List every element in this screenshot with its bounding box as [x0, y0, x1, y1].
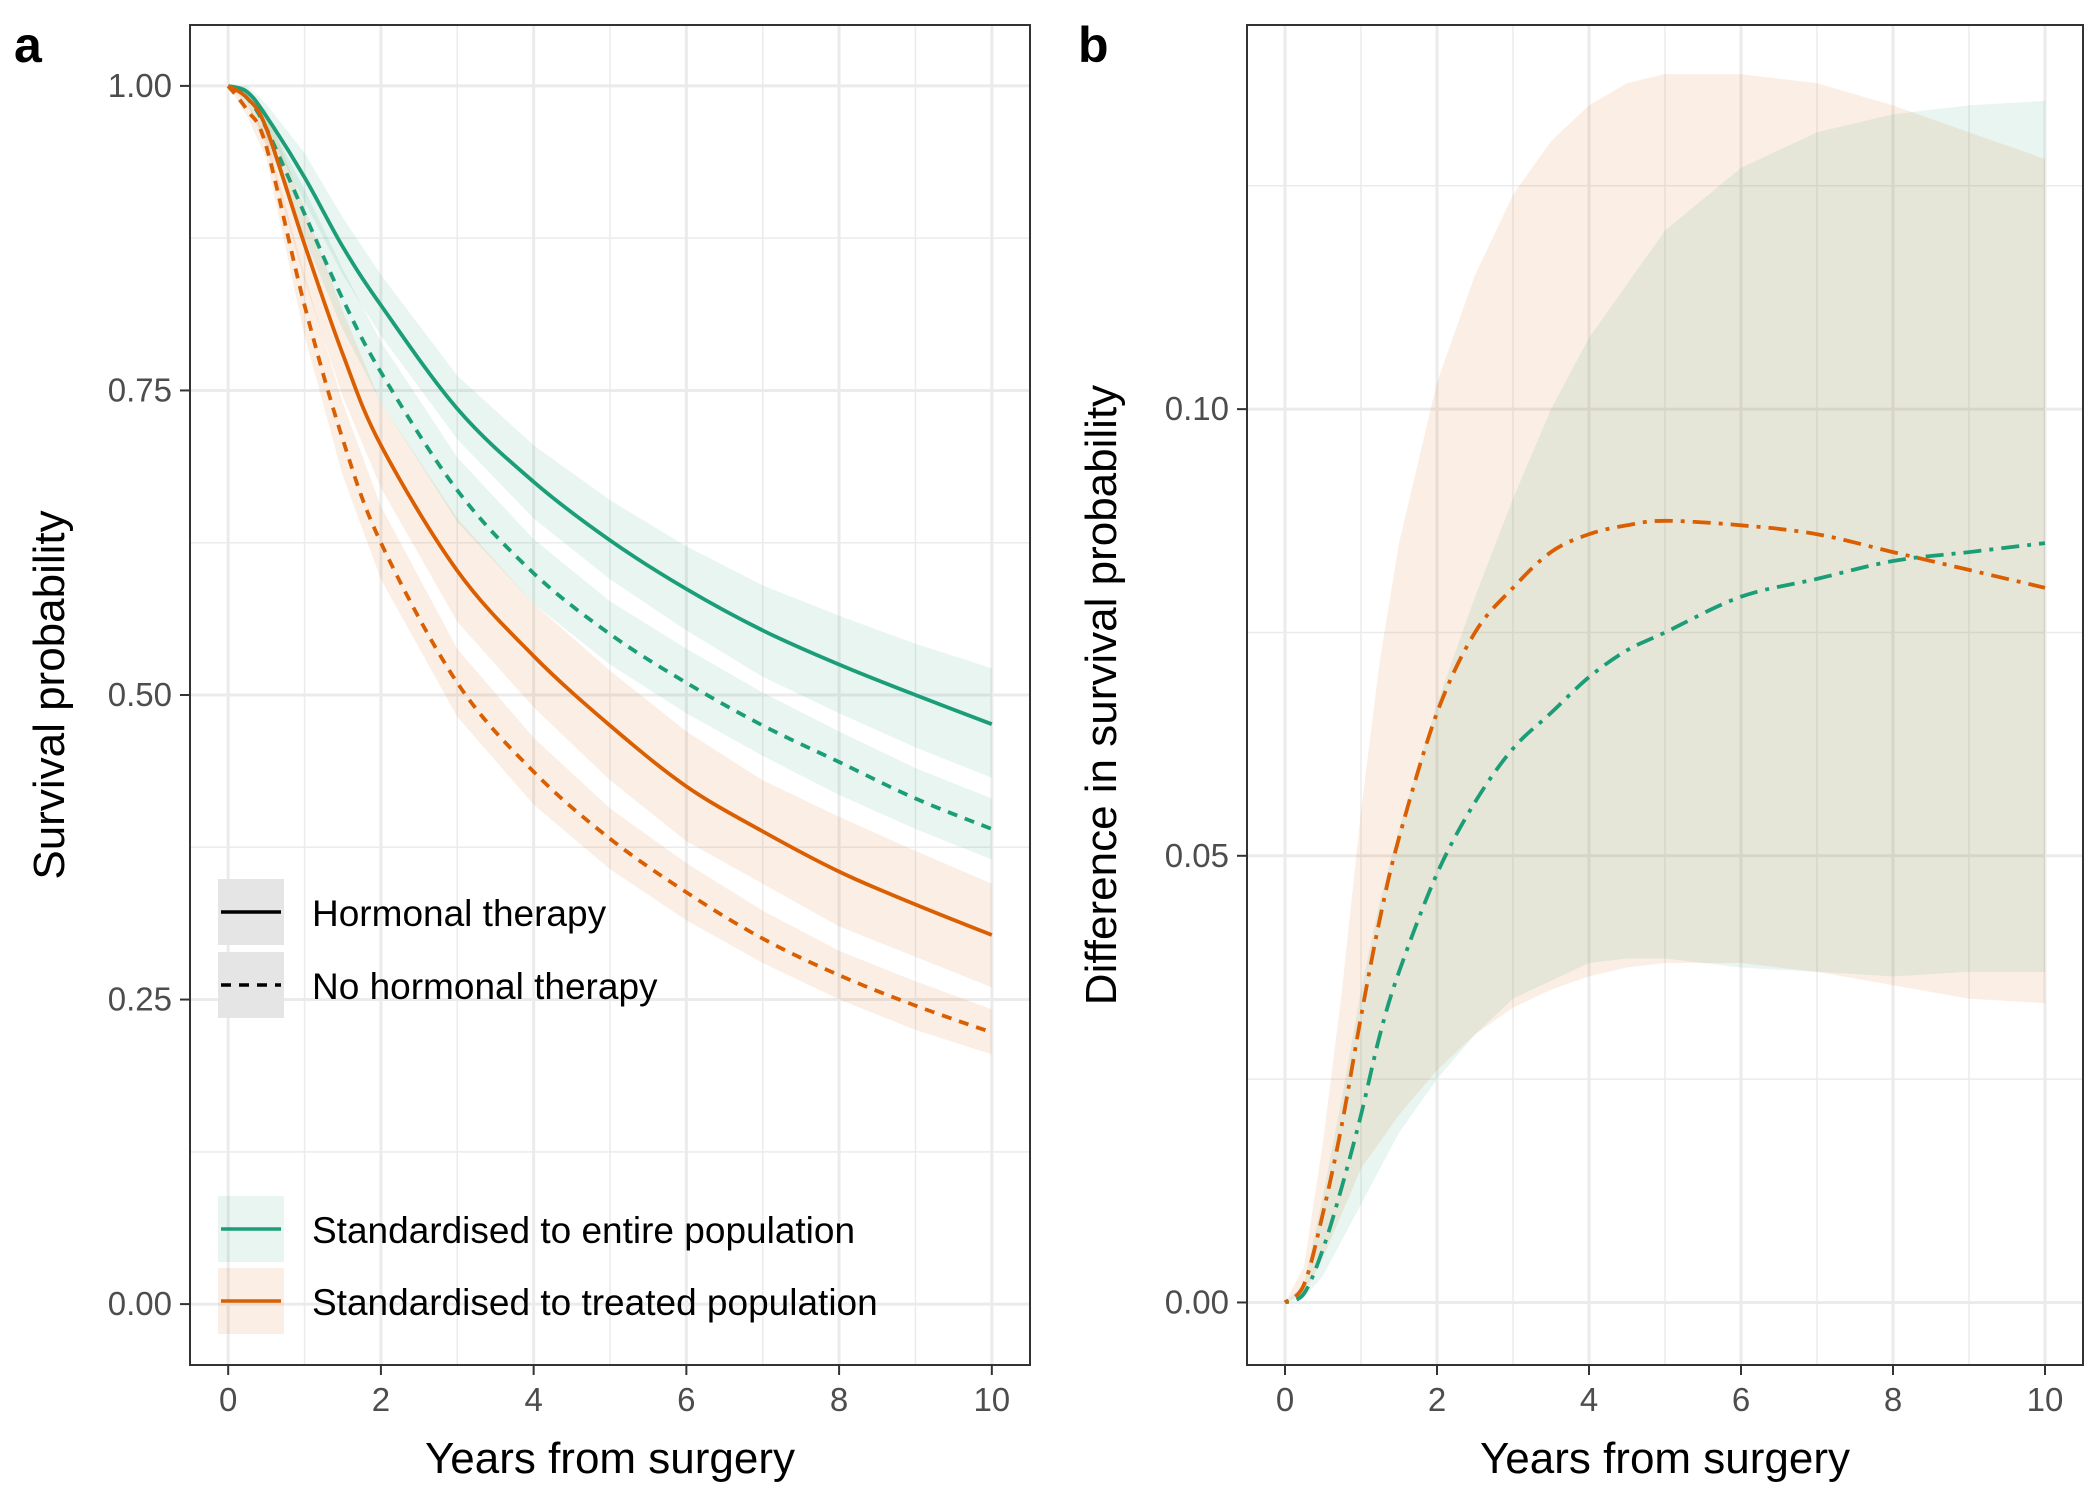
legend-label-entire: Standardised to entire population	[312, 1210, 855, 1251]
series-line-treated-solid	[227, 84, 993, 937]
x-tick-label: 6	[1732, 1381, 1750, 1418]
y-tick-label: 0.10	[1165, 390, 1229, 427]
legend-linetype: Hormonal therapy No hormonal therapy	[218, 879, 658, 1018]
y-tick-label: 0.00	[1165, 1283, 1229, 1320]
x-tick-label: 4	[524, 1381, 542, 1418]
panel-a-axis-ticks: 0 2 4 6 8 10 0.00 0.25 0.50 0.75 1.00	[108, 67, 1010, 1418]
panel-a-x-axis-title: Years from surgery	[425, 1434, 795, 1483]
series-line-entire-dotdash	[1284, 541, 2046, 1305]
x-tick-label: 6	[677, 1381, 695, 1418]
panel-a-y-axis-title: Survival probability	[25, 510, 74, 879]
y-tick-label: 0.25	[108, 981, 172, 1018]
panel-b-y-axis-title: Difference in survival probability	[1077, 385, 1126, 1005]
y-tick-label: 0.50	[108, 676, 172, 713]
panel-b-axis-ticks: 0 2 4 6 8 10 0.00 0.05 0.10	[1165, 390, 2064, 1418]
x-tick-label: 2	[1428, 1381, 1446, 1418]
legend-label-no-hormonal: No hormonal therapy	[312, 966, 658, 1007]
panel-b-border	[1246, 24, 2084, 1366]
legend-label-hormonal: Hormonal therapy	[312, 893, 607, 934]
y-tick-label: 0.05	[1165, 837, 1229, 874]
x-tick-label: 10	[2027, 1381, 2064, 1418]
panel-b-confidence-ribbons	[1285, 74, 2045, 1303]
confidence-ribbon-treated-dotdash	[1285, 74, 2045, 1303]
series-line-treated-dashed	[226, 84, 993, 1035]
legend-label-treated: Standardised to treated population	[312, 1282, 878, 1323]
x-tick-label: 2	[372, 1381, 390, 1418]
confidence-ribbon-entire-dotdash	[1285, 100, 2045, 1303]
panel-b-x-axis-title: Years from surgery	[1480, 1434, 1850, 1483]
legend-population: Standardised to entire population Standa…	[218, 1196, 878, 1334]
confidence-ribbon-treated-dashed	[228, 85, 992, 1055]
y-tick-label: 1.00	[108, 67, 172, 104]
confidence-ribbon-entire-dashed	[228, 85, 992, 860]
x-tick-label: 10	[973, 1381, 1010, 1418]
x-tick-label: 8	[830, 1381, 848, 1418]
panel-a-series-lines	[226, 84, 993, 1035]
panel-b-series-lines	[1283, 518, 2046, 1305]
x-tick-label: 0	[1276, 1381, 1294, 1418]
confidence-ribbon-entire-solid	[228, 85, 992, 778]
panel-b-gridlines	[1247, 25, 2083, 1365]
panel-a-gridlines	[190, 25, 1030, 1365]
x-tick-label: 4	[1580, 1381, 1598, 1418]
panel-b-label: b	[1078, 17, 1109, 73]
series-line-entire-solid	[227, 84, 993, 726]
confidence-ribbon-treated-solid	[228, 85, 992, 988]
panel-a-confidence-ribbons	[228, 85, 992, 1055]
panel-a: a 0 2 4 6 8 10 0.00 0.25 0.50 0.75 1.00 Hormonal t…	[14, 17, 1031, 1483]
y-tick-label: 0.00	[108, 1285, 172, 1322]
x-tick-label: 0	[219, 1381, 237, 1418]
series-line-treated-dotdash	[1283, 518, 2046, 1305]
x-tick-label: 8	[1884, 1381, 1902, 1418]
y-tick-label: 0.75	[108, 371, 172, 408]
panel-b: b 0 2 4 6 8 10 0.00 0.05 0.10 Years from surgery…	[1077, 17, 2084, 1483]
panel-a-label: a	[14, 17, 43, 73]
